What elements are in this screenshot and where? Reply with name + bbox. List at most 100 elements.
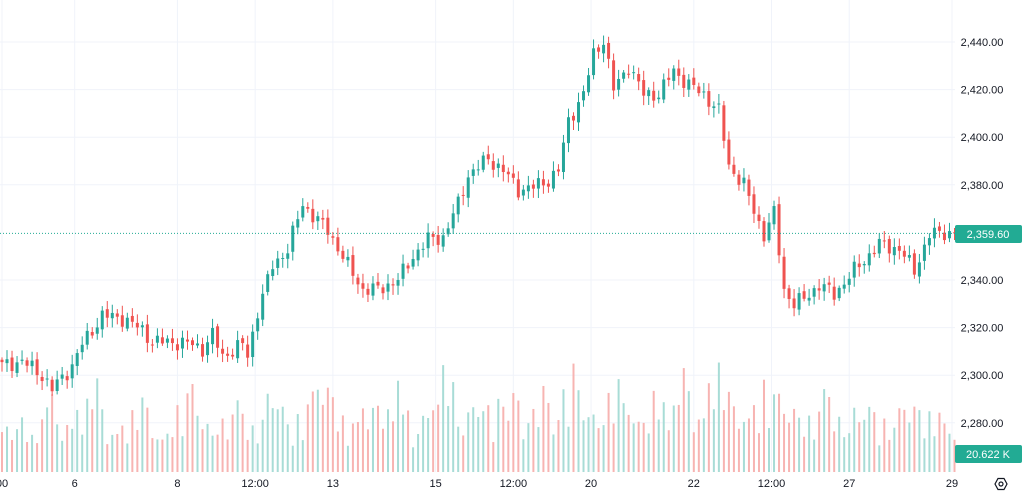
volume-bar <box>111 434 114 472</box>
volume-bar <box>427 418 430 472</box>
volume-bar <box>928 411 931 472</box>
volume-bar <box>788 422 791 472</box>
volume-bar <box>321 404 324 472</box>
candle-body <box>201 344 205 357</box>
candle-body <box>100 310 104 330</box>
candle-body <box>90 331 94 336</box>
volume-bar <box>652 390 655 472</box>
candle-body <box>461 194 465 196</box>
current-price-text: 2,359.60 <box>967 229 1010 241</box>
time-axis[interactable]: 00 6 8 12:00 13 15 12:00 20 22 12:00 27 29 <box>0 478 958 490</box>
candle-body <box>140 325 144 328</box>
volume-bar <box>66 424 69 472</box>
candle-body <box>211 328 215 345</box>
candle-body <box>582 91 586 101</box>
volume-bar <box>532 408 535 472</box>
candle-body <box>491 161 495 170</box>
candle-body <box>722 105 726 141</box>
volume-bar <box>276 409 279 472</box>
candle-body <box>35 359 39 376</box>
volume-bar <box>46 407 49 472</box>
volume-bar <box>346 445 349 472</box>
volume-bar <box>768 427 771 472</box>
candle-body <box>281 258 285 260</box>
candle-body <box>376 281 380 286</box>
candle-body <box>897 245 901 251</box>
candle-body <box>902 250 906 257</box>
volume-bar <box>246 439 249 472</box>
volume-bar <box>126 443 129 472</box>
volume-bar <box>813 439 816 472</box>
candle-body <box>306 207 310 209</box>
candle-body <box>125 317 129 329</box>
volume-bar <box>893 427 896 472</box>
current-price-label: 2,359.60 <box>955 225 1022 243</box>
volume-bar <box>948 433 951 472</box>
candle-body <box>857 263 861 268</box>
candle-body <box>170 338 174 344</box>
volume-bar <box>657 419 660 472</box>
volume-bar <box>91 409 94 472</box>
volume-bar <box>21 417 24 472</box>
candle-body <box>60 374 64 379</box>
volume-bar <box>351 423 354 472</box>
volume-bar <box>527 423 530 472</box>
price-axis[interactable]: 2,440.00 2,420.00 2,400.00 2,380.00 2,340.00… <box>961 37 1004 430</box>
volume-bar <box>843 437 846 472</box>
candle-body <box>667 77 671 80</box>
volume-bar <box>392 421 395 472</box>
volume-bar <box>938 412 941 472</box>
candle-body <box>526 185 530 192</box>
price-tick-label: 2,400.00 <box>961 132 1004 144</box>
candle-body <box>521 189 525 196</box>
candle-body <box>271 269 275 277</box>
candle-body <box>927 238 931 246</box>
volume-bar <box>306 404 309 472</box>
time-tick-label: 8 <box>174 478 180 490</box>
candle-body <box>386 283 390 292</box>
volume-bar <box>778 393 781 472</box>
settings-hexagon-icon[interactable] <box>994 477 1008 491</box>
volume-bar <box>402 414 405 472</box>
candle-body <box>476 169 480 171</box>
candle-body <box>827 282 831 285</box>
volume-bar <box>798 417 801 472</box>
volume-bar <box>296 414 299 472</box>
volume-bar <box>457 426 460 472</box>
candle-body <box>506 171 510 175</box>
volume-bar <box>717 362 720 472</box>
candle-body <box>256 318 260 332</box>
candle-body <box>406 265 410 269</box>
candle-body <box>416 249 420 261</box>
volume-bar <box>592 414 595 472</box>
volume-bar <box>622 403 625 472</box>
candle-body <box>627 73 631 75</box>
volume-bar <box>487 405 490 472</box>
volume-bar <box>381 428 384 472</box>
candle-body <box>451 213 455 229</box>
volume-bar <box>502 406 505 472</box>
candle-body <box>291 225 295 252</box>
volume-bar <box>833 431 836 472</box>
volume-bar <box>617 379 620 472</box>
time-tick-label: 15 <box>430 478 442 490</box>
candle-body <box>185 339 189 342</box>
time-tick-label: 6 <box>72 478 78 490</box>
candle-body <box>947 231 951 239</box>
volume-bar <box>36 443 39 472</box>
candle-body <box>326 217 330 235</box>
volume-bar <box>447 406 450 472</box>
volume-bar <box>341 415 344 472</box>
volume-bar <box>898 408 901 472</box>
candle-body <box>682 74 686 88</box>
candle-body <box>366 288 370 295</box>
volume-bar <box>783 413 786 472</box>
candle-body <box>120 315 124 327</box>
volume-bar <box>888 439 891 472</box>
volume-bar <box>417 434 420 472</box>
candle-body <box>536 178 540 189</box>
price-tick-label: 2,320.00 <box>961 323 1004 335</box>
candle-body <box>55 379 59 391</box>
